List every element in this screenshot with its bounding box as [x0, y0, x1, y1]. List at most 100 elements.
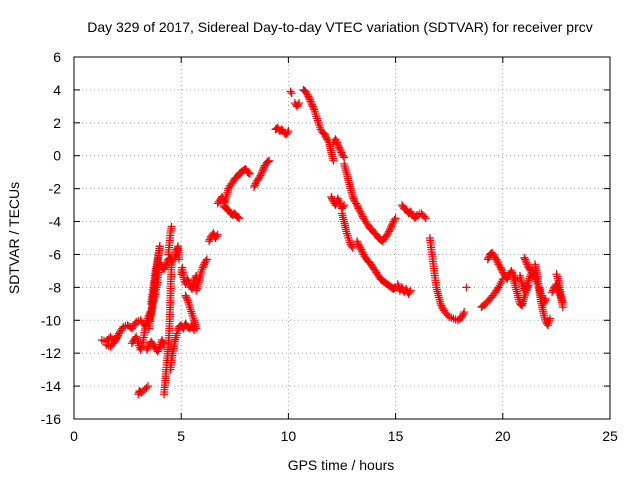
data-point	[459, 309, 468, 318]
data-point	[265, 156, 274, 165]
x-tick-label: 10	[281, 428, 297, 444]
x-axis-label: GPS time / hours	[288, 457, 395, 473]
data-point	[313, 116, 322, 125]
data-point	[188, 311, 197, 320]
y-tick-label: -12	[41, 345, 61, 361]
data-point	[553, 272, 562, 281]
data-point	[250, 181, 259, 190]
data-point	[356, 207, 365, 216]
data-point	[553, 274, 562, 283]
data-point	[186, 305, 195, 314]
data-point	[259, 164, 268, 173]
data-point	[287, 89, 296, 98]
data-point	[507, 266, 516, 275]
data-point	[391, 214, 400, 223]
data-point	[385, 227, 394, 236]
data-point	[493, 257, 502, 266]
data-point	[284, 127, 293, 136]
data-point	[353, 202, 362, 211]
data-point	[523, 260, 532, 269]
data-point	[161, 261, 170, 270]
data-point	[522, 258, 531, 267]
data-point	[143, 344, 152, 353]
data-point	[458, 312, 467, 321]
y-tick-label: -4	[49, 214, 62, 230]
y-tick-label: 6	[53, 49, 61, 65]
data-point	[508, 270, 517, 279]
data-point	[358, 247, 367, 256]
data-point	[192, 324, 201, 333]
y-tick-label: -10	[41, 312, 61, 328]
data-point	[351, 199, 360, 208]
data-point	[257, 168, 266, 177]
data-point	[436, 299, 445, 308]
data-point	[354, 240, 363, 249]
data-point	[162, 260, 171, 269]
data-point	[491, 253, 500, 262]
data-point	[218, 194, 227, 203]
data-point	[340, 201, 349, 210]
data-points	[97, 85, 567, 399]
data-point	[558, 303, 567, 312]
y-tick-label: 0	[53, 148, 61, 164]
x-tick-label: 25	[602, 428, 618, 444]
data-point	[339, 151, 348, 160]
axis-ticks	[73, 56, 611, 420]
data-point	[336, 146, 345, 155]
data-point	[332, 138, 341, 147]
x-tick-label: 20	[495, 428, 511, 444]
data-point	[172, 329, 181, 338]
y-tick-label: -6	[49, 246, 62, 262]
data-point	[458, 311, 467, 320]
data-point	[157, 336, 166, 345]
data-point	[333, 140, 342, 149]
data-point	[205, 237, 214, 246]
data-point	[497, 277, 506, 286]
data-point	[548, 288, 557, 297]
data-point	[334, 141, 343, 150]
data-point	[387, 222, 396, 231]
data-point	[492, 255, 501, 264]
data-point	[331, 135, 340, 144]
data-point	[526, 266, 535, 275]
data-point	[332, 136, 341, 145]
data-point	[181, 291, 190, 300]
data-point	[200, 260, 209, 269]
data-point	[344, 234, 353, 242]
data-point	[185, 300, 194, 309]
data-point	[294, 100, 303, 109]
x-axis-tick-labels: 0 5 10 15 20 25	[70, 428, 618, 444]
x-tick-label: 15	[388, 428, 404, 444]
data-point	[520, 253, 529, 262]
data-point	[306, 97, 315, 106]
data-point	[264, 157, 273, 166]
data-point	[337, 148, 346, 157]
data-point	[158, 337, 167, 346]
data-point	[385, 225, 394, 234]
data-point	[390, 215, 399, 224]
data-point	[321, 131, 330, 140]
y-tick-label: 2	[53, 115, 61, 131]
data-point	[217, 192, 226, 201]
data-point	[187, 309, 196, 318]
data-point	[202, 255, 211, 264]
data-point	[343, 231, 352, 240]
data-point	[142, 383, 151, 392]
data-point	[155, 242, 164, 251]
data-point	[256, 171, 265, 180]
data-point	[311, 110, 320, 119]
data-point	[333, 194, 342, 203]
data-point	[312, 114, 321, 123]
data-point	[508, 268, 517, 277]
data-point	[197, 265, 206, 274]
data-point	[189, 314, 198, 323]
data-point	[160, 265, 169, 274]
data-point	[497, 265, 506, 274]
data-point	[250, 182, 259, 191]
data-point	[350, 196, 359, 205]
data-point	[244, 169, 253, 178]
data-point	[329, 156, 338, 165]
data-point	[198, 263, 207, 272]
data-point	[462, 283, 471, 292]
